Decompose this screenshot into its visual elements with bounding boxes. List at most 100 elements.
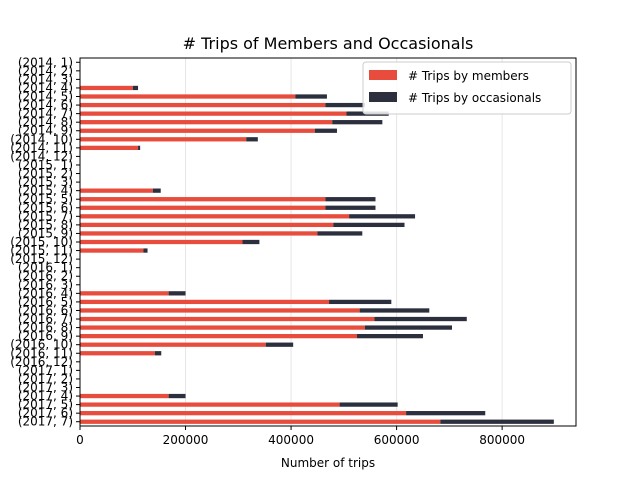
legend-box [362,61,572,115]
bar-members [80,411,407,416]
bar-members [80,94,296,99]
y-tick-label: (2015, 9) [18,226,73,240]
chart-title: # Trips of Members and Occasionals [183,34,474,53]
y-tick-label: (2016, 11) [10,346,73,360]
y-tick-label: (2015, 1) [18,158,73,172]
y-tick-label: (2016, 2) [18,269,73,283]
bar-members [80,316,375,322]
bar-members [80,145,139,150]
bar-occasionals [440,419,554,424]
bar-members [80,239,243,245]
bar-occasionals [138,145,141,150]
y-tick-label: (2014, 9) [18,124,73,138]
bar-members [80,120,333,125]
bar-members [80,85,133,91]
bar-members [80,102,326,108]
y-tick-label: (2014, 2) [18,64,73,78]
y-tick-label: (2015, 7) [18,209,73,223]
bar-members [80,197,326,202]
y-tick-label: (2015, 12) [10,252,73,266]
bar-members [80,248,144,253]
bar-occasionals [359,308,430,313]
bar-members [80,137,247,142]
bar-occasionals [246,137,258,142]
legend-label-members: # Trips by members [408,69,529,83]
y-tick-label: (2015, 4) [18,184,73,198]
bar-occasionals [168,393,186,399]
bar-occasionals [374,316,467,322]
y-tick-label: (2016, 4) [18,286,73,300]
bar-members [80,291,169,296]
bar-members [80,188,153,193]
y-tick-label: (2016, 9) [18,329,73,343]
bar-occasionals [332,120,383,125]
bar-members [80,351,155,356]
bar-occasionals [325,197,376,202]
y-tick-label: (2014, 12) [10,149,73,163]
y-tick-label: (2016, 6) [18,303,73,317]
bar-members [80,299,330,305]
y-tick-label: (2014, 6) [18,98,73,112]
bar-occasionals [325,205,376,210]
legend-label-occasionals: # Trips by occasionals [408,91,541,105]
bar-members [80,325,365,330]
bar-members [80,393,169,399]
bar-members [80,342,266,347]
bar-members [80,308,360,313]
y-tick-label: (2015, 10) [10,235,73,249]
bar-occasionals [349,214,416,219]
y-tick-label: (2016, 1) [18,261,73,275]
y-tick-label: (2014, 10) [10,132,73,146]
x-tick-label: 800000 [479,433,525,447]
bar-occasionals [333,222,405,228]
y-tick-label: (2015, 5) [18,192,73,206]
y-tick-label: (2016, 8) [18,321,73,335]
y-tick-label: (2014, 7) [18,107,73,121]
bar-occasionals [168,291,186,296]
y-tick-label: (2017, 7) [18,415,73,429]
bar-members [80,419,441,424]
x-tick-label: 200000 [163,433,209,447]
y-tick-label: (2015, 2) [18,167,73,181]
y-tick-label: (2016, 5) [18,295,73,309]
x-axis-label: Number of trips [281,456,375,470]
bar-occasionals [132,85,139,91]
bar-occasionals [242,239,260,245]
bar-occasionals [314,128,337,133]
y-tick-label: (2015, 6) [18,201,73,215]
bars [80,85,554,424]
bar-occasionals [152,188,161,193]
bar-occasionals [339,402,398,407]
bar-occasionals [265,342,294,347]
bar-members [80,111,347,116]
y-tick-label: (2014, 5) [18,90,73,104]
bar-members [80,402,340,407]
bar-occasionals [364,325,452,330]
y-tick-label: (2014, 1) [18,55,73,69]
y-tick-label: (2017, 3) [18,380,73,394]
legend-swatch-members [369,70,397,80]
y-tick-label: (2014, 11) [10,141,73,155]
y-tick-label: (2016, 10) [10,338,73,352]
bar-occasionals [325,102,365,108]
bar-members [80,205,326,210]
bar-occasionals [317,231,363,236]
x-tick-label: 0 [76,433,84,447]
y-tick-label: (2015, 8) [18,218,73,232]
y-tick-label: (2014, 4) [18,81,73,95]
bar-occasionals [295,94,327,99]
legend: # Trips by members # Trips by occasional… [362,61,572,115]
legend-swatch-occasionals [369,92,397,102]
y-tick-label: (2017, 5) [18,398,73,412]
bar-occasionals [329,299,392,305]
bar-occasionals [154,351,162,356]
bar-members [80,128,315,133]
axes: 0 200000 400000 600000 800000(2014, 1)(2014,… [10,55,577,447]
y-tick-label: (2015, 11) [10,244,73,258]
y-tick-label: (2016, 7) [18,312,73,326]
bar-occasionals [143,248,148,253]
y-tick-label: (2016, 3) [18,278,73,292]
bar-members [80,214,350,219]
y-tick-label: (2014, 3) [18,72,73,86]
